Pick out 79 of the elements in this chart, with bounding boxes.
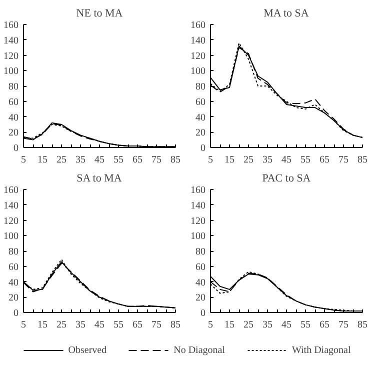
x-tick-label: 65	[132, 154, 142, 166]
y-tick-label: 120	[4, 50, 18, 62]
y-tick-label: 120	[190, 50, 206, 62]
y-tick-label: 80	[8, 82, 18, 92]
y-tick-label: 160	[4, 185, 18, 196]
x-tick-label: 25	[56, 154, 66, 166]
x-tick-label: 55	[300, 320, 310, 330]
y-tick-label: 160	[190, 185, 206, 196]
x-tick-label: 45	[94, 154, 104, 166]
x-tick-label: 65	[320, 154, 330, 166]
x-tick-label: 35	[262, 320, 272, 330]
x-tick-label: 35	[76, 320, 86, 330]
x-tick-label: 25	[244, 320, 254, 330]
y-tick-label: 80	[196, 246, 206, 258]
x-tick-label: 45	[94, 320, 104, 330]
x-tick-label: 15	[38, 154, 48, 166]
y-tick-label: 100	[190, 231, 206, 242]
y-tick-label: 40	[196, 277, 206, 288]
x-tick-label: 45	[282, 320, 292, 330]
x-tick-label: 25	[56, 320, 66, 330]
x-tick-label: 75	[152, 154, 162, 166]
x-tick-label: 85	[170, 154, 180, 166]
y-tick-label: 60	[196, 96, 206, 108]
y-tick-label: 160	[4, 20, 18, 31]
x-tick-label: 5	[208, 154, 213, 166]
x-tick-label: 75	[152, 320, 162, 330]
x-tick-label: 65	[320, 320, 330, 330]
y-tick-label: 120	[4, 216, 18, 227]
y-tick-label: 140	[190, 35, 206, 46]
x-tick-label: 75	[338, 154, 348, 166]
y-tick-label: 20	[8, 128, 18, 139]
y-tick-label: 0	[14, 143, 18, 154]
y-tick-label: 140	[4, 200, 18, 212]
x-tick-label: 75	[338, 320, 348, 330]
y-tick-label: 80	[196, 82, 206, 92]
y-tick-label: 120	[190, 216, 206, 227]
x-tick-label: 15	[38, 320, 48, 330]
x-tick-label: 5	[21, 154, 26, 166]
chart-title: SA to MA	[76, 172, 122, 184]
y-tick-label: 40	[8, 112, 18, 124]
y-tick-label: 60	[8, 262, 18, 273]
y-tick-label: 140	[4, 35, 18, 46]
x-tick-label: 15	[224, 320, 234, 330]
chart-title: MA to SA	[264, 8, 309, 20]
x-tick-label: 55	[300, 154, 310, 166]
y-tick-label: 20	[8, 292, 18, 304]
y-tick-label: 0	[200, 143, 206, 154]
x-tick-label: 85	[170, 320, 180, 330]
x-tick-label: 35	[262, 154, 272, 166]
y-tick-label: 0	[14, 308, 18, 319]
chart-title: NE to MA	[76, 8, 123, 20]
y-tick-label: 40	[8, 277, 18, 288]
x-tick-label: 5	[208, 320, 213, 330]
y-tick-label: 40	[196, 112, 206, 124]
x-tick-label: 85	[358, 320, 368, 330]
y-tick-label: 80	[8, 246, 18, 258]
x-tick-label: 25	[244, 154, 254, 166]
legend-label: With Diagonal	[292, 344, 351, 356]
x-tick-label: 65	[132, 320, 142, 330]
x-tick-label: 15	[224, 154, 234, 166]
y-tick-label: 160	[190, 20, 206, 31]
y-tick-label: 20	[196, 292, 206, 304]
y-tick-label: 60	[8, 96, 18, 108]
x-tick-label: 45	[282, 154, 292, 166]
legend-label: Observed	[68, 344, 107, 356]
x-tick-label: 5	[21, 320, 26, 330]
y-tick-label: 100	[4, 66, 18, 78]
y-tick-label: 60	[196, 262, 206, 273]
x-tick-label: 55	[114, 154, 124, 166]
y-tick-label: 100	[4, 231, 18, 242]
chart-title: PAC to SA	[262, 172, 311, 184]
x-tick-label: 85	[358, 154, 368, 166]
x-tick-label: 55	[114, 320, 124, 330]
y-tick-label: 0	[200, 308, 206, 319]
y-tick-label: 20	[196, 128, 206, 139]
x-tick-label: 35	[76, 154, 86, 166]
y-tick-label: 100	[190, 66, 206, 78]
legend-label: No Diagonal	[174, 344, 225, 356]
y-tick-label: 140	[190, 200, 206, 212]
